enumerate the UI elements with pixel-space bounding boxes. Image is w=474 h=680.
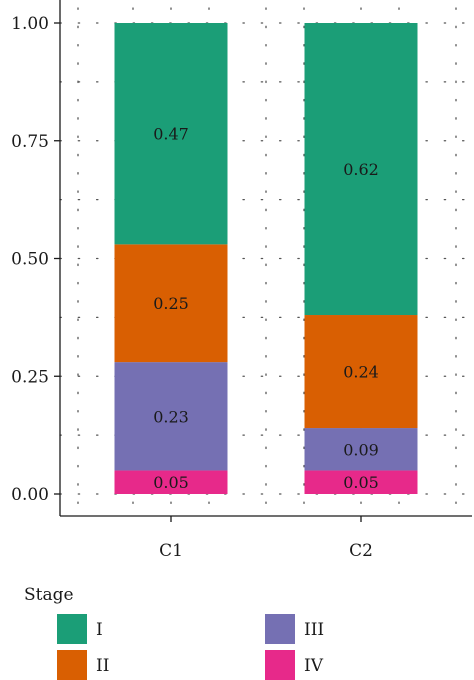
x-tick-label: C2 <box>349 541 373 561</box>
bar-segment-c2-stage-ii <box>304 315 418 429</box>
legend-swatch-iv <box>265 650 295 680</box>
legend-swatch-iii <box>265 614 295 644</box>
bar-segment-c2-stage-iii <box>304 428 418 471</box>
legend-title: Stage <box>24 585 74 605</box>
legend-label: II <box>96 656 109 676</box>
bars <box>114 23 418 494</box>
data-label: 0.05 <box>153 473 189 492</box>
data-label: 0.47 <box>153 125 189 144</box>
legend-swatch-ii <box>57 650 87 680</box>
data-label: 0.24 <box>343 363 379 382</box>
data-label: 0.25 <box>153 294 189 313</box>
segment-labels: 0.05 0.23 0.25 0.47 0.05 0.09 0.24 0.62 <box>153 125 379 493</box>
bar-segment-c1-stage-i <box>114 23 228 245</box>
legend-label: I <box>96 620 103 640</box>
legend-label: IV <box>304 656 324 676</box>
x-tick-label: C1 <box>159 541 183 561</box>
y-tick-label: 0.25 <box>11 367 49 387</box>
axes: 0.00 0.25 0.50 0.75 1.00 C1 C2 <box>11 0 472 561</box>
bar-segment-c2-stage-i <box>304 23 418 316</box>
bar-segment-c1-stage-iv <box>114 470 228 494</box>
bar-segment-c1-stage-ii <box>114 244 228 363</box>
data-label: 0.62 <box>343 160 379 179</box>
data-label: 0.05 <box>343 473 379 492</box>
y-tick-label: 0.50 <box>11 250 49 270</box>
data-label: 0.23 <box>153 407 189 426</box>
legend-label: III <box>304 620 324 640</box>
bar-segment-c1-stage-iii <box>114 362 228 471</box>
bar-segment-c2-stage-iv <box>304 470 418 494</box>
y-tick-label: 0.00 <box>11 485 49 505</box>
legend-swatch-i <box>57 614 87 644</box>
y-tick-label: 1.00 <box>11 14 49 34</box>
data-label: 0.09 <box>343 440 379 459</box>
y-tick-label: 0.75 <box>11 132 49 152</box>
